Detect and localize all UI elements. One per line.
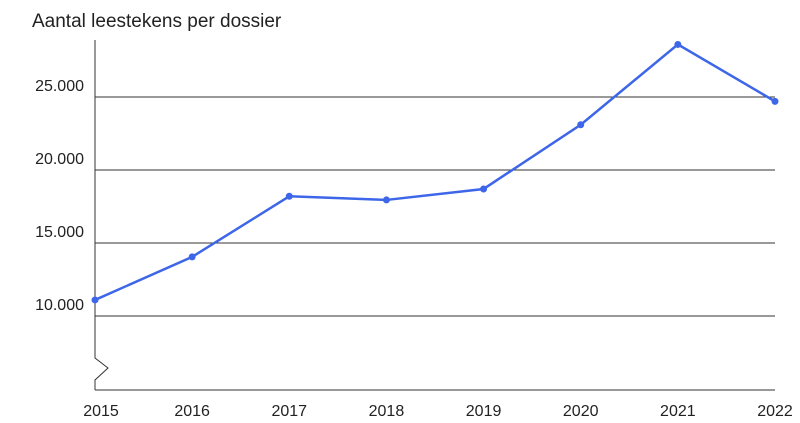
data-point bbox=[285, 192, 293, 200]
data-point bbox=[382, 196, 390, 204]
y-tick-label: 20.000 bbox=[35, 151, 84, 168]
chart-title: Aantal leestekens per dossier bbox=[32, 11, 282, 32]
y-tick-label: 15.000 bbox=[35, 224, 84, 241]
data-point bbox=[188, 253, 196, 261]
x-tick-label: 2016 bbox=[174, 403, 210, 420]
y-tick-label: 10.000 bbox=[35, 297, 84, 314]
x-tick-label: 2017 bbox=[271, 403, 307, 420]
data-point bbox=[771, 97, 779, 105]
x-tick-label: 2020 bbox=[563, 403, 599, 420]
line-series bbox=[94, 42, 776, 302]
x-tick-label: 2021 bbox=[660, 403, 696, 420]
x-tick-label: 2019 bbox=[466, 403, 502, 420]
data-point bbox=[577, 121, 585, 129]
y-axis-break bbox=[94, 40, 109, 390]
data-point bbox=[91, 296, 99, 304]
x-tick-label: 2015 bbox=[83, 403, 119, 420]
data-point bbox=[480, 185, 488, 193]
y-tick-label: 25.000 bbox=[35, 78, 84, 95]
x-tick-label: 2022 bbox=[757, 403, 793, 420]
data-point bbox=[674, 40, 682, 48]
x-tick-label: 2018 bbox=[369, 403, 405, 420]
